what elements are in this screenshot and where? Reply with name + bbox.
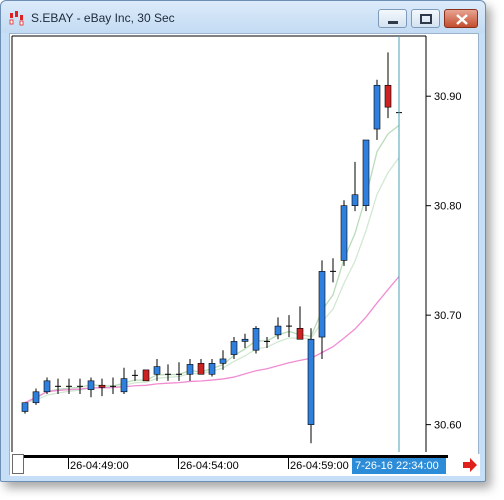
price-tick-label: 30.80 (434, 201, 462, 213)
candle-body (340, 205, 348, 261)
scroll-handle[interactable] (12, 454, 24, 474)
minimize-button[interactable] (378, 9, 407, 28)
time-tick (288, 455, 289, 469)
candlestick-chart[interactable]: 30.90 30.80 30.70 30.60 (10, 34, 480, 454)
candle-body (241, 338, 249, 342)
candle-body (197, 363, 205, 375)
candle-body (230, 341, 238, 355)
price-axis: 30.90 30.80 30.70 30.60 (426, 91, 462, 432)
candle-body (21, 402, 29, 412)
candle-body (252, 327, 260, 351)
candle-body (384, 84, 392, 108)
candle-body (351, 194, 359, 206)
close-button[interactable] (444, 9, 478, 28)
candle-body (142, 369, 150, 382)
crosshair-time-label: 7-26-16 22:34:00 (352, 458, 446, 474)
minimize-icon (388, 21, 398, 24)
candle-body (120, 378, 128, 393)
candle-body (98, 384, 106, 388)
maximize-icon (420, 14, 432, 24)
candle-layer (21, 52, 402, 444)
scroll-right-arrow-icon[interactable] (462, 458, 478, 472)
candle-body (307, 338, 315, 425)
candle-body (373, 84, 381, 130)
maximize-button[interactable] (411, 9, 440, 28)
candle-body (153, 366, 161, 375)
candle-body (208, 363, 216, 375)
candle-body (318, 271, 326, 338)
price-tick-label: 30.70 (434, 310, 462, 322)
candle-body (274, 325, 282, 336)
chart-client-area: 30.90 30.80 30.70 30.60 26-04:49:00 26-04:5… (9, 33, 480, 476)
time-axis-bar: 26-04:49:00 26-04:54:00 26-04:59:00 7-26… (10, 454, 480, 476)
candle-body (362, 139, 370, 206)
candle-body (43, 380, 51, 393)
candle-body (87, 380, 95, 390)
price-tick-label: 30.60 (434, 420, 462, 432)
window-title: S.EBAY - eBay Inc, 30 Sec (31, 11, 175, 25)
chart-window: S.EBAY - eBay Inc, 30 Sec 30.90 30.80 30.7 (0, 0, 486, 482)
chart-app-icon (9, 11, 24, 26)
candle-body (32, 391, 40, 404)
time-tick (68, 455, 69, 469)
candle-body (219, 358, 227, 364)
time-label-3: 26-04:59:00 (290, 460, 349, 472)
title-bar[interactable]: S.EBAY - eBay Inc, 30 Sec (1, 1, 485, 33)
time-label-2: 26-04:54:00 (180, 460, 239, 472)
time-tick (178, 455, 179, 469)
price-tick-label: 30.90 (434, 91, 462, 103)
close-icon (456, 14, 468, 25)
time-label-1: 26-04:49:00 (70, 460, 129, 472)
time-axis-line (24, 455, 448, 458)
slow-moving-average-line (24, 276, 400, 404)
candle-body (186, 364, 194, 375)
candle-body (296, 327, 304, 340)
